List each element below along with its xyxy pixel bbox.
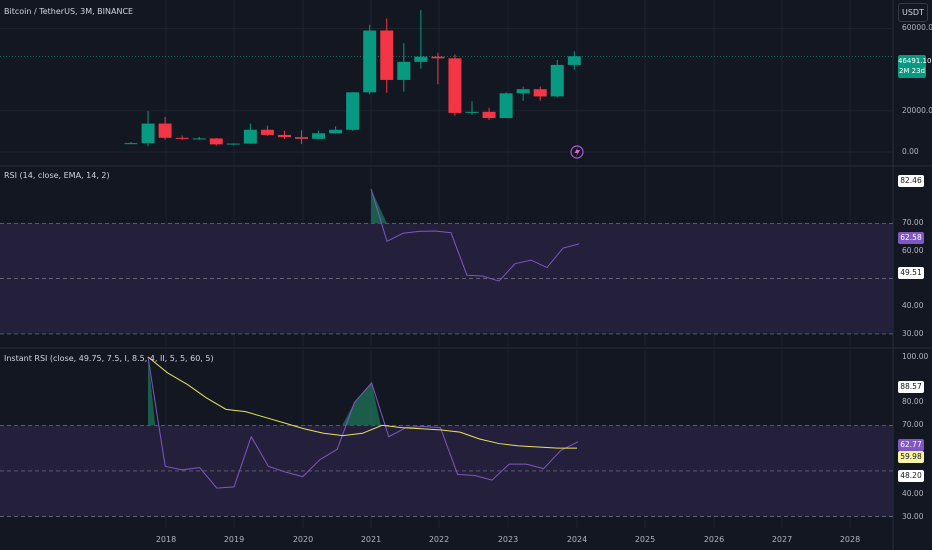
candle-body: [363, 30, 377, 93]
candle-body: [158, 123, 172, 138]
candle-body: [533, 89, 547, 97]
main-pane-title: Bitcoin / TetherUS, 3M, BINANCE: [4, 7, 134, 16]
price-axis-tick: 0.00: [902, 147, 919, 156]
candle-body: [397, 61, 411, 80]
rsi-line: [370, 188, 580, 282]
time-axis-tick: 2022: [428, 535, 450, 544]
candle-body: [516, 89, 530, 94]
candle-body: [465, 111, 479, 113]
candle-body: [209, 138, 223, 145]
candle-body: [243, 129, 257, 144]
candle-body: [448, 58, 462, 113]
rsi-axis-tick: 70.00: [902, 218, 924, 228]
irsi-axis-tick: 30.00: [902, 511, 924, 521]
time-axis-tick: 2028: [839, 535, 861, 544]
rsi-pane-title: RSI (14, close, EMA, 14, 2): [4, 171, 110, 180]
candle-body: [175, 137, 189, 139]
last-price-tag: 46491.10 2M 23d: [898, 55, 932, 78]
time-axis-tick: 2025: [634, 535, 656, 544]
candle-body: [312, 133, 326, 139]
irsi-pane-title: Instant RSI (close, 49.75, 7.5, I, 8.5, …: [4, 354, 214, 363]
irsi-overbought-fill: [342, 382, 381, 426]
time-axis-tick: 2027: [771, 535, 793, 544]
irsi-overbought-fill: [148, 356, 156, 426]
rsi-ma-badge: 49.51: [898, 267, 924, 279]
candle-body: [226, 143, 240, 145]
irsi-line: [147, 356, 579, 489]
irsi-axis-tick: 100.00: [902, 351, 929, 361]
candle-body: [295, 137, 308, 139]
time-axis-tick: 2020: [292, 535, 314, 544]
bolt-icon: [574, 147, 580, 157]
last-price: 46491.10: [898, 57, 932, 65]
candle-body: [141, 123, 155, 144]
irsi-min-badge: 48.20: [898, 470, 924, 482]
rsi-overbought-fill: [371, 188, 387, 224]
time-axis-tick: 2023: [497, 535, 519, 544]
candle-body: [260, 129, 274, 135]
irsi-ma-badge: 59.98: [898, 451, 924, 463]
price-axis-tick: 60000.00: [902, 23, 932, 33]
time-axis-tick: 2018: [155, 535, 177, 544]
candle-body: [431, 56, 445, 59]
candle-body: [482, 111, 496, 119]
candle-body: [499, 93, 513, 119]
time-axis-tick: 2021: [360, 535, 382, 544]
irsi-max-badge: 88.57: [898, 381, 924, 393]
rsi-axis-tick: 40.00: [902, 301, 924, 311]
candle-body: [277, 134, 291, 138]
rsi-axis-tick: 30.00: [902, 328, 924, 338]
candle-body: [550, 64, 564, 97]
rsi-value-badge: 62.58: [898, 232, 924, 244]
irsi-axis-tick: 80.00: [902, 397, 924, 407]
candle-body: [567, 56, 581, 65]
time-axis-tick: 2026: [703, 535, 725, 544]
time-axis-tick: 2024: [566, 535, 588, 544]
price-axis-tick: 20000.00: [902, 105, 932, 115]
candle-body: [329, 129, 343, 134]
candle-body: [414, 56, 428, 62]
irsi-axis-tick: 40.00: [902, 488, 924, 498]
currency-button[interactable]: USDT: [898, 3, 928, 22]
candle-body: [192, 138, 206, 140]
time-axis-tick: 2019: [223, 535, 245, 544]
rsi-axis-tick: 60.00: [902, 245, 924, 255]
rsi-max-badge: 82.46: [898, 175, 924, 187]
irsi-ma-line: [147, 356, 578, 449]
candle-body: [380, 30, 394, 80]
irsi-value-badge: 62.77: [898, 439, 924, 451]
candle-body: [124, 143, 138, 145]
bar-countdown: 2M 23d: [898, 67, 926, 75]
irsi-axis-tick: 70.00: [902, 420, 924, 430]
candle-body: [346, 92, 360, 130]
